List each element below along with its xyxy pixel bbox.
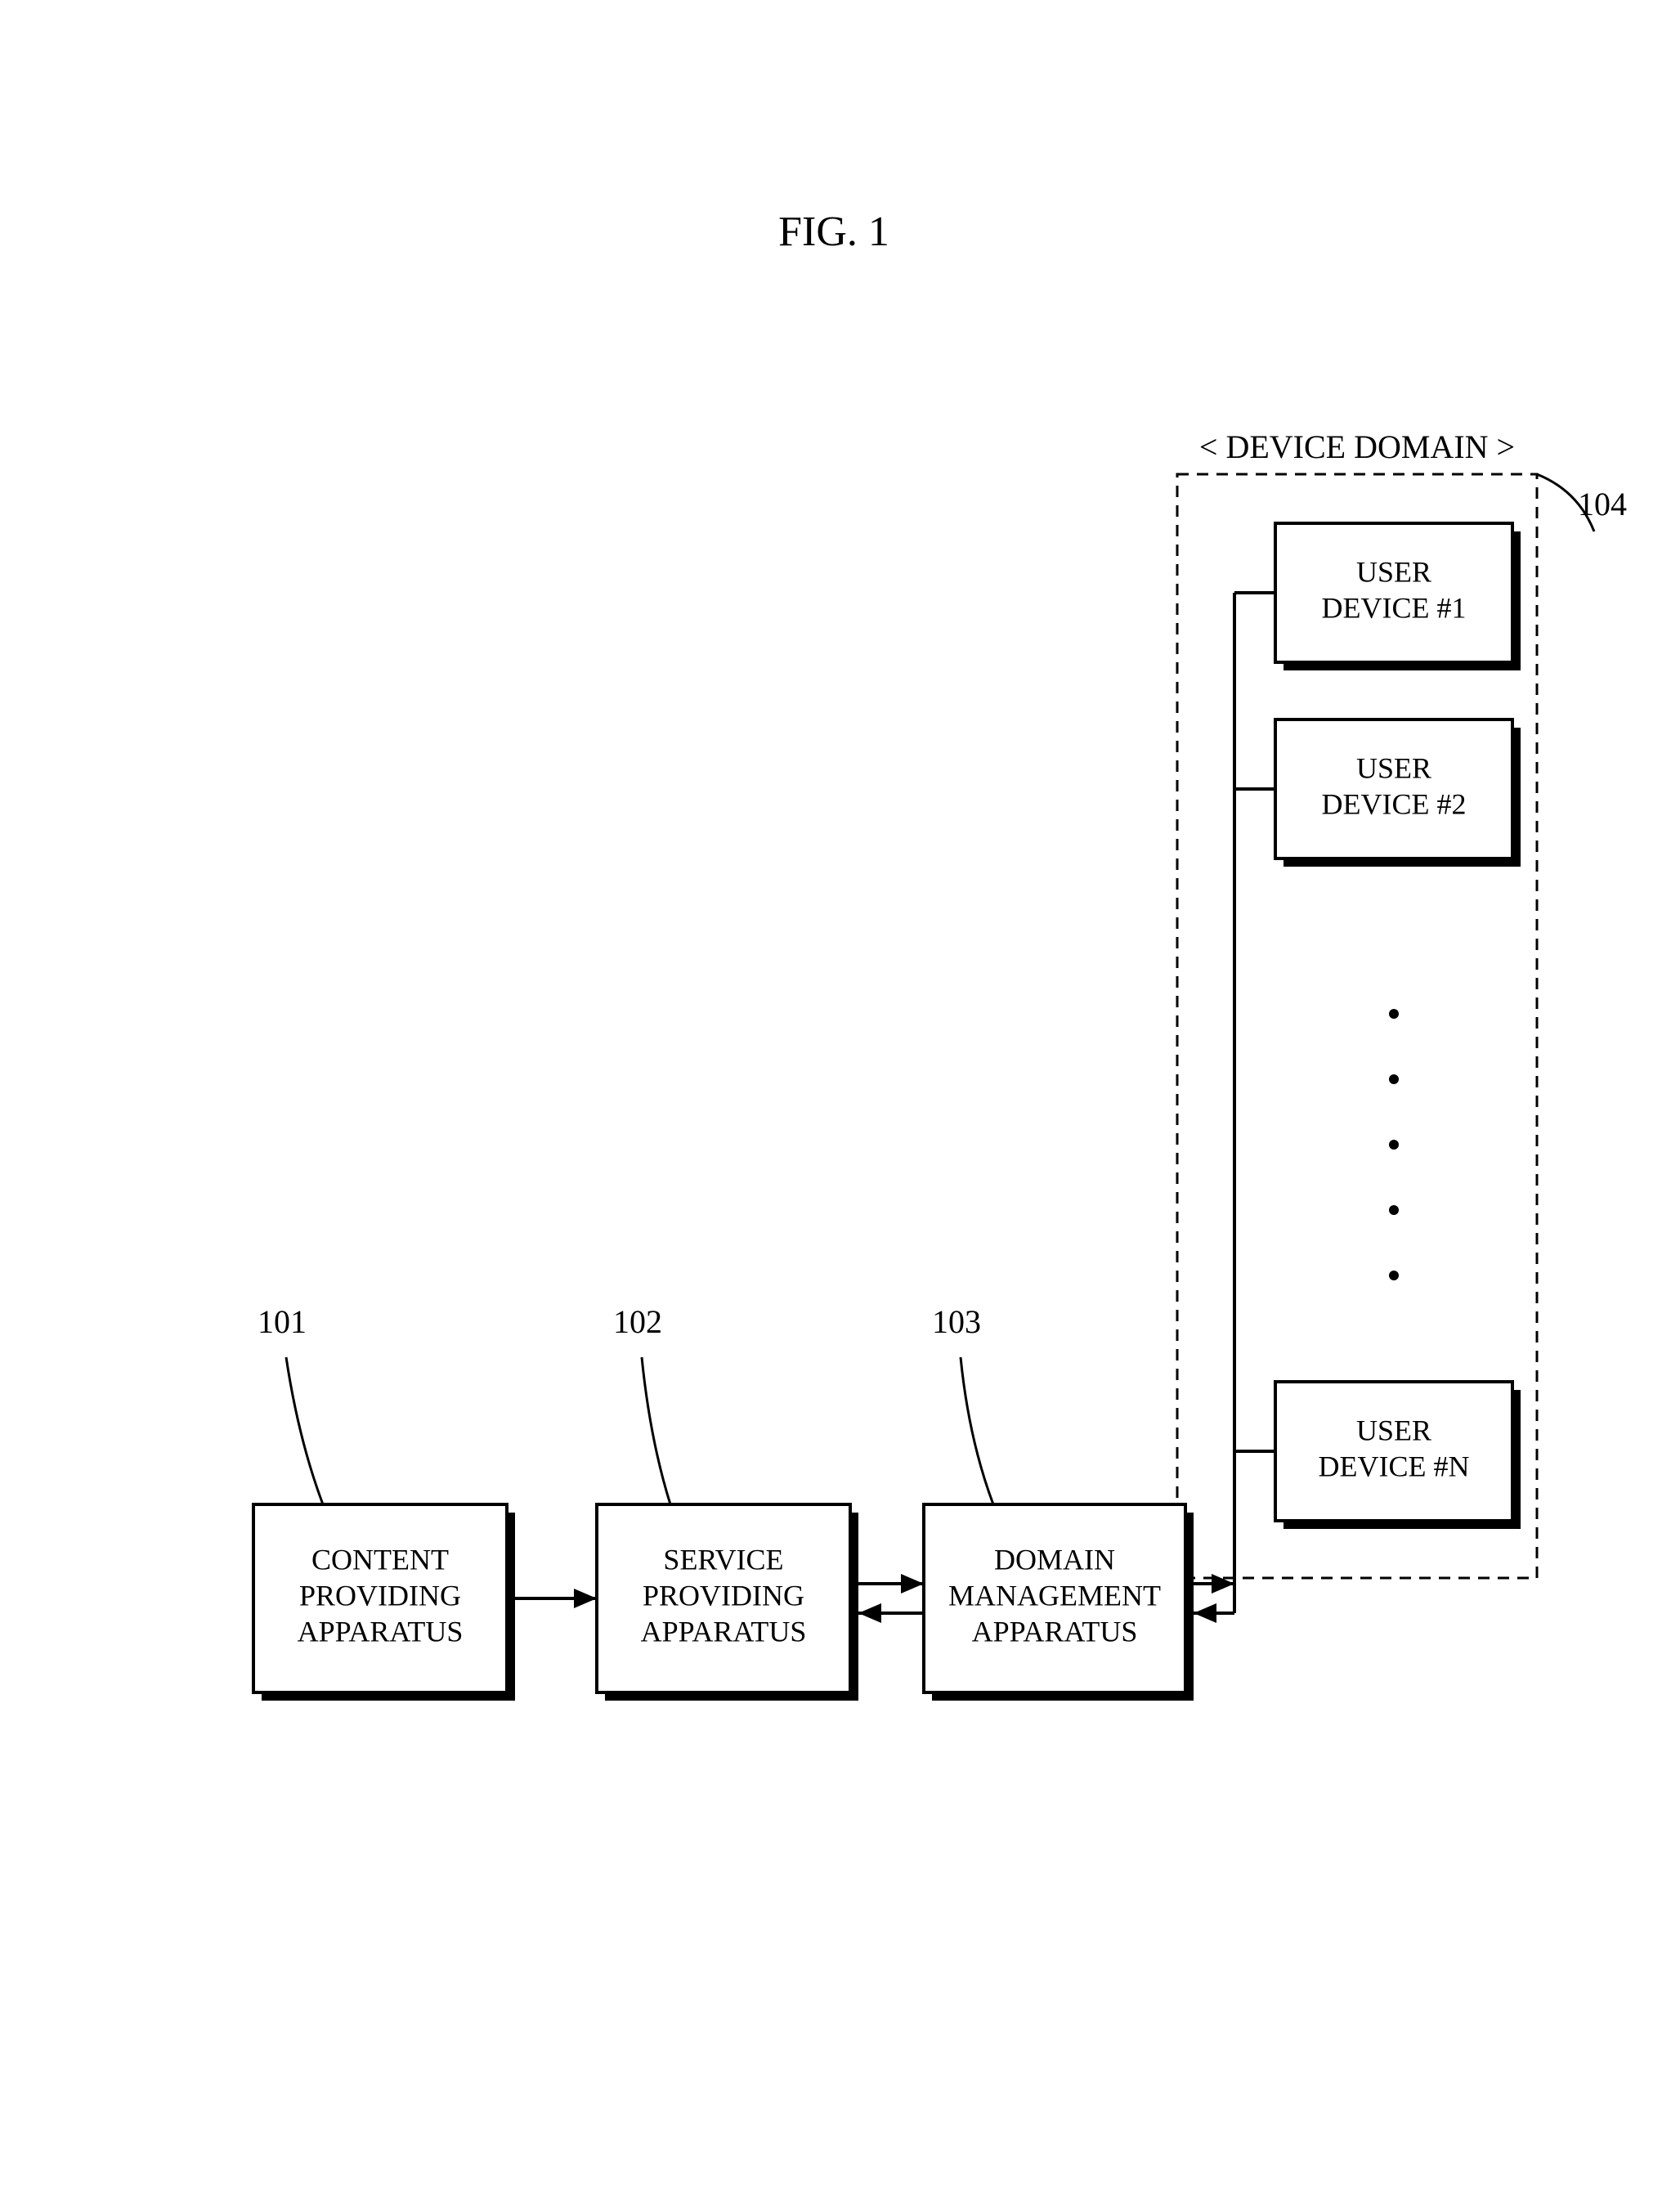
node-service-label-0: SERVICE [663, 1543, 783, 1576]
node-domainmgr-ref: 103 [932, 1303, 981, 1340]
node-domainmgr-label-0: DOMAIN [994, 1543, 1115, 1576]
node-content-ref: 101 [258, 1303, 307, 1340]
node-domainmgr-label-1: MANAGEMENT [948, 1579, 1161, 1612]
ellipsis-dot [1389, 1074, 1399, 1084]
ellipsis-dot [1389, 1140, 1399, 1150]
node-dev1: USERDEVICE #1 [1275, 523, 1521, 670]
node-domainmgr: DOMAINMANAGEMENTAPPARATUS [924, 1504, 1194, 1701]
node-dev2-label-0: USER [1356, 751, 1431, 784]
device-domain-ref: 104 [1578, 486, 1627, 522]
node-service-label-1: PROVIDING [643, 1579, 804, 1612]
ellipsis-dot [1389, 1205, 1399, 1215]
node-domainmgr-label-2: APPARATUS [972, 1615, 1138, 1647]
node-content-label-2: APPARATUS [298, 1615, 464, 1647]
node-devn-label-0: USER [1356, 1414, 1431, 1446]
node-service-label-2: APPARATUS [641, 1615, 807, 1647]
canvas-bg [0, 0, 1680, 2192]
node-dev1-label-0: USER [1356, 555, 1431, 588]
device-domain-title: < DEVICE DOMAIN > [1199, 428, 1515, 465]
node-content: CONTENTPROVIDINGAPPARATUS [253, 1504, 515, 1701]
ellipsis-dot [1389, 1009, 1399, 1019]
node-service: SERVICEPROVIDINGAPPARATUS [597, 1504, 858, 1701]
node-content-label-1: PROVIDING [299, 1579, 461, 1612]
node-content-label-0: CONTENT [311, 1543, 449, 1576]
node-dev1-label-1: DEVICE #1 [1322, 591, 1467, 624]
node-devn: USER DEVICE #N [1275, 1382, 1521, 1529]
node-dev2: USERDEVICE #2 [1275, 719, 1521, 867]
node-devn-label-1: DEVICE #N [1319, 1450, 1470, 1482]
figure-title: FIG. 1 [778, 208, 889, 255]
diagram-canvas: FIG. 1< DEVICE DOMAIN >104CONTENTPROVIDI… [0, 0, 1680, 2192]
node-dev2-label-1: DEVICE #2 [1322, 787, 1467, 820]
node-service-ref: 102 [613, 1303, 662, 1340]
ellipsis-dot [1389, 1271, 1399, 1280]
